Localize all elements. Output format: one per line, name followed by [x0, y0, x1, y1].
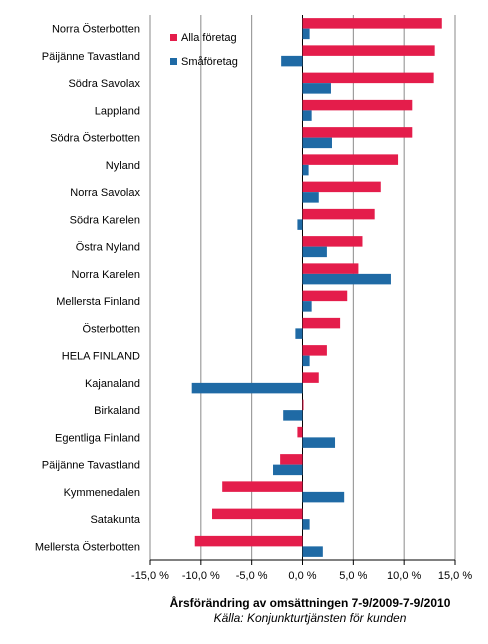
bar-alla-foretag	[302, 236, 363, 247]
bar-smaforetag	[302, 137, 332, 149]
bar-smaforetag	[302, 437, 336, 448]
bar-alla-foretag	[302, 208, 375, 220]
bar-smaforetag	[302, 273, 391, 285]
bar-smaforetag	[302, 110, 312, 121]
category-label: Mellersta Österbotten	[35, 541, 140, 553]
bar-smaforetag	[281, 55, 303, 67]
bar-smaforetag	[283, 410, 303, 421]
bar-alla-foretag	[302, 127, 413, 138]
bar-alla-foretag	[302, 290, 348, 302]
category-label: Nyland	[106, 160, 140, 172]
x-tick-label: 5,0 %	[339, 570, 367, 582]
bar-alla-foretag	[302, 372, 319, 383]
category-label: Kymmenedalen	[64, 487, 140, 499]
bar-smaforetag	[295, 328, 303, 339]
category-label: Lappland	[95, 105, 140, 117]
category-labels: Norra Österbotten Päijänne Tavastland Södr…	[35, 24, 141, 554]
bar-smaforetag	[273, 464, 303, 476]
bar-alla-foretag	[302, 181, 381, 193]
bar-smaforetag	[302, 519, 310, 530]
bar-alla-foretag	[302, 263, 359, 274]
category-label: Päijänne Tavastland	[42, 460, 140, 472]
bar-smaforetag	[302, 246, 327, 258]
category-label: Norra Karelen	[72, 269, 140, 281]
category-label: Satakunta	[90, 514, 140, 526]
bar-alla-foretag	[302, 99, 413, 111]
bar-alla-foretag	[222, 481, 303, 492]
bars	[191, 18, 442, 557]
category-label: Norra Österbotten	[52, 24, 140, 36]
category-label: Södra Österbotten	[50, 133, 140, 145]
bar-smaforetag	[302, 192, 319, 203]
bar-smaforetag	[191, 382, 303, 394]
x-tick-label: -10,0 %	[182, 570, 220, 582]
category-label: Södra Savolax	[68, 78, 140, 90]
category-label: Österbotten	[83, 323, 140, 335]
bar-smaforetag	[302, 546, 323, 557]
x-tick-label: -5,0 %	[236, 570, 268, 582]
legend-swatch	[170, 58, 177, 65]
bar-smaforetag	[302, 355, 310, 367]
bar-alla-foretag	[280, 454, 303, 465]
x-axis-title: Årsförändring av omsättningen 7-9/2009-7…	[169, 596, 451, 610]
bar-smaforetag	[302, 83, 331, 94]
bar-alla-foretag	[302, 154, 399, 165]
bar-smaforetag	[302, 301, 312, 312]
category-label: Norra Savolax	[70, 187, 140, 199]
bar-alla-foretag	[212, 508, 303, 520]
bar-alla-foretag	[302, 317, 341, 329]
x-tick-label: 15,0 %	[438, 570, 472, 582]
bar-alla-foretag	[297, 426, 303, 438]
x-tick-label: -15,0 %	[131, 570, 169, 582]
legend-label: Alla företag	[181, 32, 237, 44]
category-label: Östra Nyland	[76, 242, 140, 254]
x-tick-label: 10,0 %	[387, 570, 421, 582]
legend: Alla företag Småföretag	[170, 32, 238, 68]
category-label: Mellersta Finland	[56, 296, 140, 308]
category-label: HELA FINLAND	[62, 351, 140, 363]
category-label: Södra Karelen	[70, 214, 140, 226]
x-tick-labels: -15,0 % -10,0 % -5,0 % 0,0 % 5,0 % 10,0 % 15,0…	[131, 570, 472, 582]
bar-alla-foretag	[302, 399, 304, 411]
legend-swatch	[170, 34, 177, 41]
source-note: Källa: Konjunkturtjänsten för kunden	[213, 611, 407, 625]
category-label: Egentliga Finland	[55, 432, 140, 444]
category-label: Kajanaland	[85, 378, 140, 390]
category-label: Päijänne Tavastland	[42, 51, 140, 63]
category-label: Birkaland	[94, 405, 140, 417]
bar-smaforetag	[302, 164, 309, 176]
bar-smaforetag	[302, 491, 345, 503]
bar-alla-foretag	[302, 18, 442, 29]
bar-smaforetag	[297, 219, 303, 230]
bar-alla-foretag	[194, 535, 303, 547]
bar-alla-foretag	[302, 72, 434, 84]
bar-alla-foretag	[302, 45, 435, 56]
bar-alla-foretag	[302, 345, 327, 356]
legend-label: Småföretag	[181, 56, 238, 68]
bar-smaforetag	[302, 28, 310, 40]
x-tick-label: 0,0 %	[288, 570, 316, 582]
